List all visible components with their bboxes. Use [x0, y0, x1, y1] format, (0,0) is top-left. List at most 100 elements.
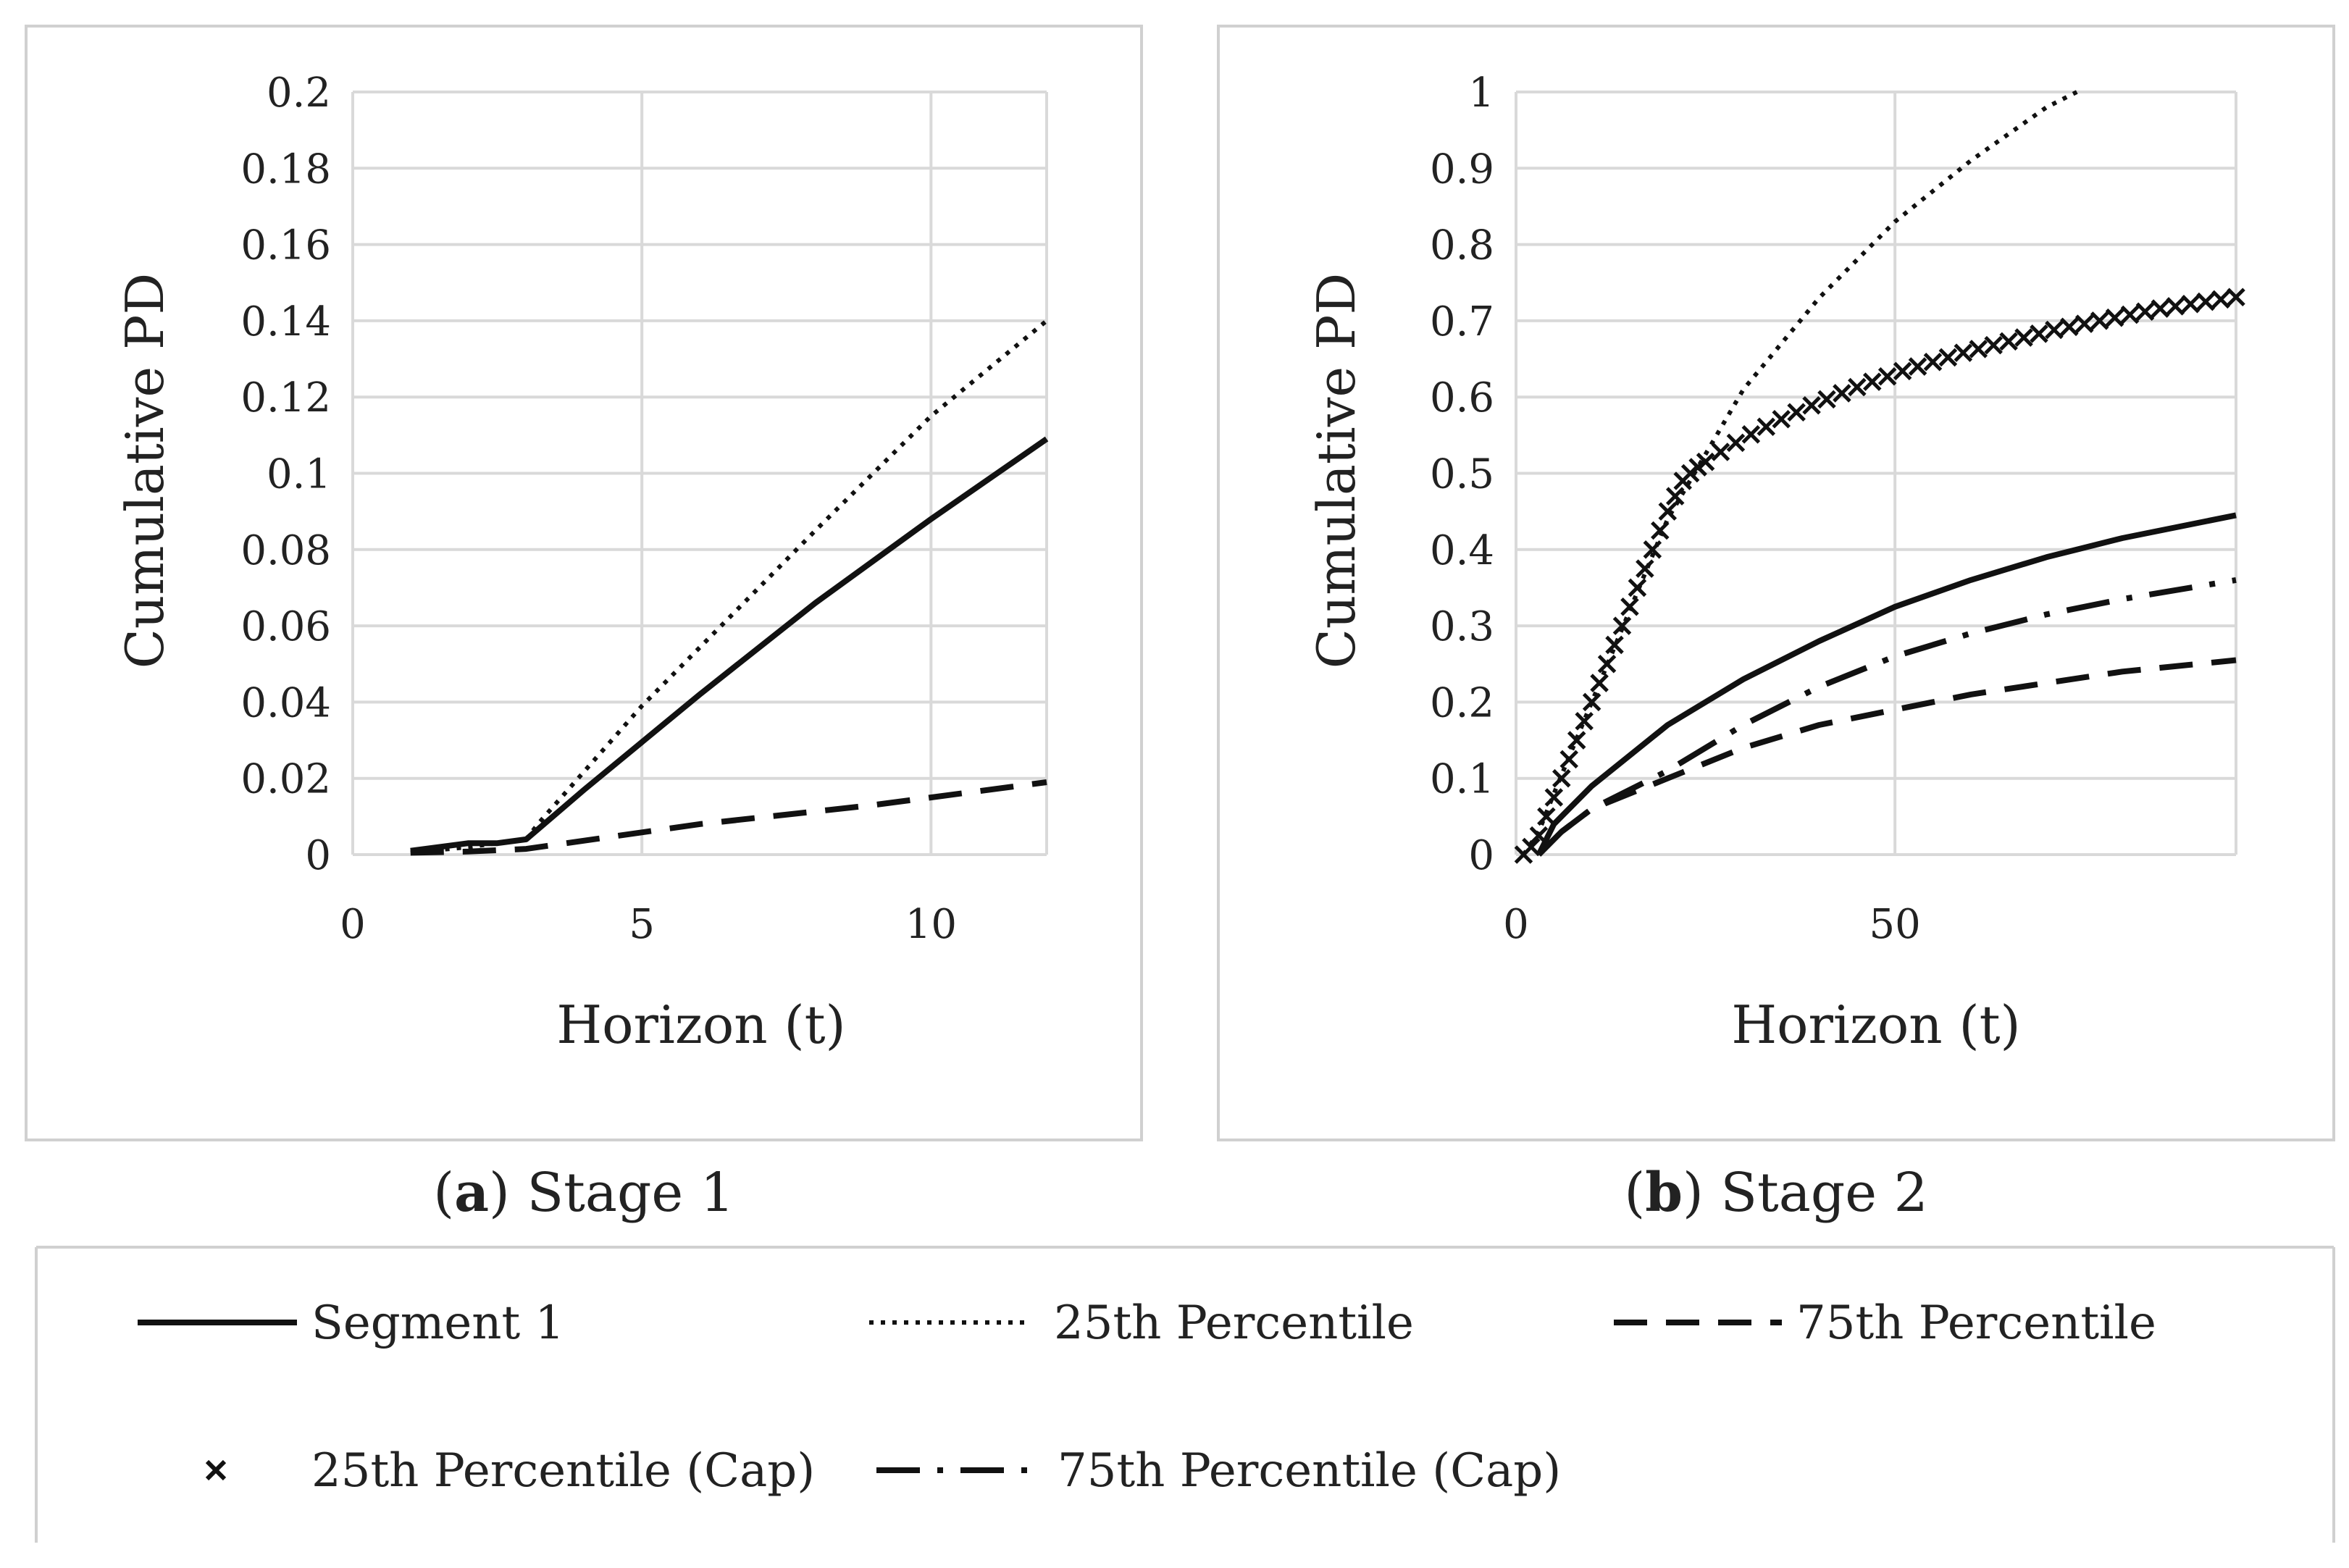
panel-b-y-tick-labels: 0 0.1 0.2 0.3 0.4 0.5 0.6 0.7 0.8 0.9 1	[1430, 70, 1494, 879]
panel-b-cap-marker	[1544, 788, 1564, 807]
panel-b-cap-marker	[2181, 294, 2200, 314]
panel-a-y-tick-label: 0.04	[240, 679, 331, 726]
panel-b-y-tick-label: 0.4	[1430, 527, 1494, 574]
panel-a-caption-letter: a	[454, 1162, 489, 1224]
panel-b-y-tick-label: 0.5	[1430, 451, 1494, 498]
legend-label-75th-percentile: 75th Percentile	[1796, 1296, 2156, 1350]
panel-a-y-tick-label: 0.06	[240, 603, 331, 650]
panel-b-cap-marker	[1741, 425, 1761, 444]
panel-b-cap-marker	[1567, 731, 1586, 750]
panel-b-x-tick-label: 50	[1869, 901, 1921, 948]
panel-b-cap-marker	[1817, 390, 1836, 409]
panel-b-cap-marker	[1969, 340, 1988, 359]
panel-b-cap-marker	[1726, 433, 1746, 453]
panel-b-series-25th-percentile-cap	[1514, 288, 2245, 864]
panel-b-cap-marker	[2105, 308, 2124, 327]
panel-a-x-tick-label: 0	[340, 901, 366, 948]
panel-b-cap-marker	[1756, 417, 1776, 437]
panel-b-y-axis-title: Cumulative PD	[1306, 273, 1367, 668]
panel-b-cap-marker	[1612, 616, 1632, 635]
panel-b-cap-marker	[1954, 343, 1973, 362]
panel-b-cap-marker	[2014, 328, 2033, 347]
panel-b-cap-marker	[1575, 711, 1594, 731]
panel-b-cap-marker	[2227, 288, 2245, 307]
panel-b-cap-marker	[1696, 452, 1715, 471]
panel-b-cap-marker	[2135, 302, 2155, 322]
panel-b-cap-marker	[1628, 578, 1647, 598]
panel-b-cap-marker	[1620, 598, 1639, 616]
panel-b-caption-text: Stage 2	[1720, 1162, 1927, 1224]
panel-a-series-25th-percentile	[410, 319, 1048, 855]
panel-a-caption-text: Stage 1	[527, 1162, 734, 1224]
panel-b-y-tick-label: 1	[1468, 70, 1494, 117]
panel-b-cap-marker	[2030, 324, 2048, 343]
panel-a-y-tick-label: 0.02	[240, 756, 331, 803]
legend-label-25th-percentile-cap: 25th Percentile (Cap)	[311, 1444, 815, 1498]
panel-b-y-tick-label: 0.7	[1430, 298, 1494, 345]
panel-b-cap-marker	[1665, 487, 1685, 506]
panel-a: 00.020.040.060.080.10.120.140.160.180.2 …	[114, 70, 1049, 1055]
panel-b-cap-marker	[2045, 320, 2064, 340]
panel-a-y-tick-label: 0.1	[267, 451, 331, 498]
panel-b-y-tick-label: 0.6	[1430, 374, 1494, 422]
panel-b-cap-marker	[2151, 299, 2170, 318]
panel-b-cap-marker	[1711, 443, 1730, 461]
panel-b-cap-marker	[1552, 768, 1571, 788]
panel-b-cap-marker	[2074, 314, 2094, 333]
panel-b-series-75th-percentile	[1559, 657, 2237, 834]
panel-a-y-tick-label: 0.14	[240, 298, 331, 345]
panel-b-series-75th-percentile-cap	[1536, 577, 2237, 857]
panel-b-y-tick-label: 0	[1468, 832, 1494, 879]
panel-a-y-tick-label: 0	[305, 832, 331, 879]
panel-b-cap-marker	[1938, 348, 1958, 367]
legend-label-25th-percentile: 25th Percentile	[1054, 1296, 1414, 1350]
panel-b-cap-marker	[1863, 372, 1882, 391]
panel-b-cap-marker	[1643, 540, 1662, 559]
panel-b-cap-marker	[1984, 335, 2003, 355]
panel-b-cap-marker	[1636, 559, 1654, 578]
panel-b-cap-marker	[2090, 311, 2109, 330]
panel-b-y-tick-label: 0.2	[1430, 679, 1494, 726]
panel-a-y-tick-label: 0.12	[240, 374, 331, 422]
panel-a-frame	[25, 25, 1143, 1141]
panel-a-series-segment-1	[410, 436, 1049, 854]
panel-b-cap-marker	[1605, 635, 1624, 655]
panel-b-caption-letter: b	[1645, 1162, 1683, 1224]
panel-b-cap-marker	[1582, 692, 1601, 712]
panel-a-x-tick-label: 5	[629, 901, 655, 948]
panel-b-y-tick-label: 0.1	[1430, 756, 1494, 803]
panel-b-cap-marker	[1833, 384, 1851, 403]
panel-b-cap-marker	[1522, 837, 1541, 857]
panel-a-x-tick-label: 10	[905, 901, 957, 948]
panel-a-y-tick-label: 0.08	[240, 527, 331, 574]
panel-b-cap-marker	[1787, 403, 1806, 422]
panel-b-cap-marker	[1658, 502, 1678, 521]
panel-b-y-tick-label: 0.3	[1430, 603, 1494, 650]
panel-b-cap-marker	[1529, 826, 1549, 845]
panel-b-cap-marker	[2060, 317, 2079, 337]
panel-a-y-tick-label: 0.16	[240, 222, 331, 269]
panel-a-gridlines	[351, 91, 1048, 856]
panel-b-cap-marker	[1559, 750, 1579, 769]
panel-b-series	[1514, 90, 2245, 864]
legend-label-segment-1: Segment 1	[311, 1296, 564, 1350]
panel-b-cap-marker	[1597, 654, 1617, 674]
panel-a-series-75th-percentile	[410, 779, 1047, 856]
panel-b-x-axis-title: Horizon (t)	[1731, 994, 2020, 1055]
panel-b-y-tick-label: 0.9	[1430, 146, 1494, 193]
panel-a-series	[410, 319, 1049, 856]
legend: Segment 1 25th Percentile 75th Percentil…	[35, 1246, 2335, 1543]
panel-b-cap-marker	[1999, 332, 2018, 351]
panel-a-x-axis-title: Horizon (t)	[556, 994, 845, 1055]
panel-b-cap-marker	[1923, 352, 1943, 372]
panel-b-cap-marker	[1590, 674, 1609, 692]
panel-a-y-tick-label: 0.18	[240, 146, 331, 193]
panel-a-y-tick-labels: 0 0.02 0.04 0.06 0.08 0.1 0.12 0.14 0.16 0.18 0.2	[240, 70, 331, 879]
panel-b-cap-marker	[1893, 361, 1912, 381]
panel-b-y-tick-label: 0.8	[1430, 222, 1494, 269]
panel-b-cap-marker	[1848, 377, 1867, 397]
panel-b-cap-marker	[1772, 409, 1791, 429]
panel-b-cap-marker	[2196, 292, 2215, 311]
panel-b-cap-marker	[1877, 367, 1897, 386]
panel-b-cap-marker	[1908, 357, 1927, 376]
